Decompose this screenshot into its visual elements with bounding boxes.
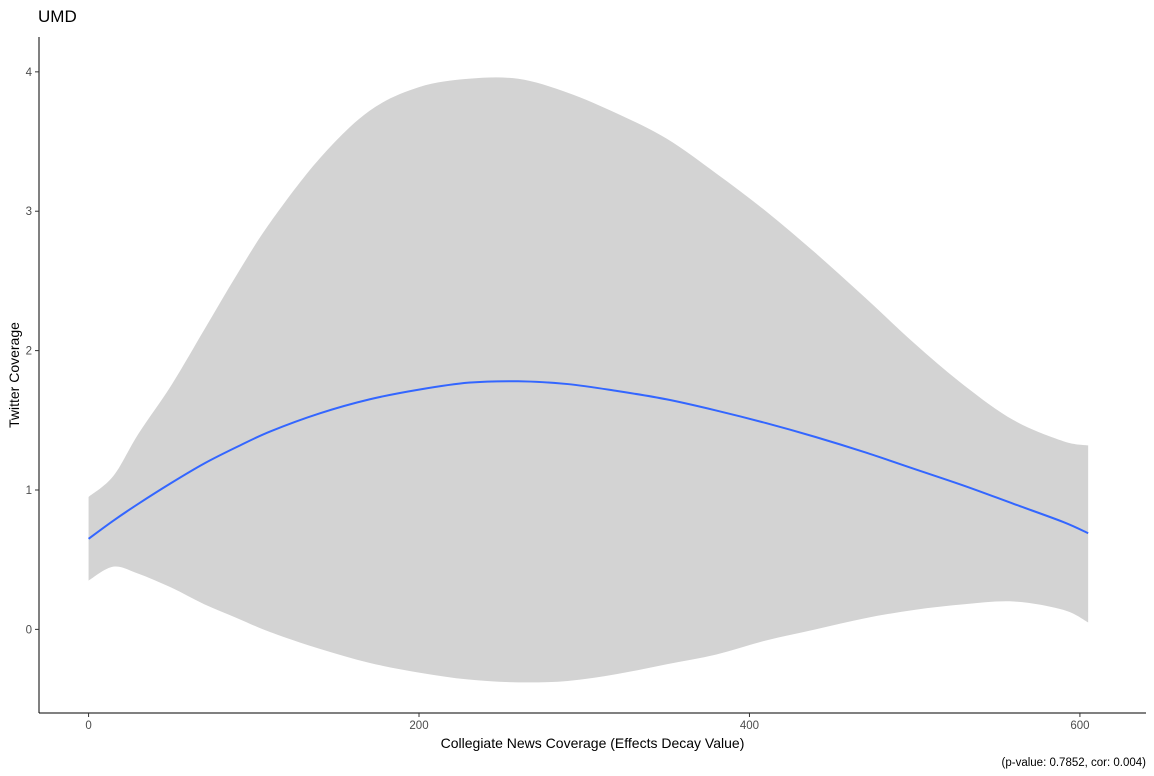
y-tick-label: 2 — [26, 346, 32, 358]
x-axis-title: Collegiate News Coverage (Effects Decay … — [441, 735, 745, 751]
x-tick-label: 200 — [409, 720, 428, 732]
x-tick-label: 0 — [85, 720, 91, 732]
chart-caption: (p-value: 0.7852, cor: 0.004) — [1002, 757, 1147, 769]
tick-layer: 0 200 400 600 0 1 2 3 4 — [26, 67, 1090, 732]
chart-title: UMD — [38, 7, 77, 26]
y-tick-label: 0 — [26, 624, 32, 636]
x-tick-label: 600 — [1070, 720, 1089, 732]
confidence-band-layer — [88, 77, 1089, 683]
trend-line-layer — [87, 380, 1089, 540]
axes-layer — [38, 37, 1146, 714]
confidence-band — [88, 77, 1089, 683]
y-tick-label: 4 — [26, 67, 33, 79]
trend-line — [87, 380, 1089, 540]
y-tick-label: 3 — [26, 206, 32, 218]
x-tick-label: 400 — [740, 720, 759, 732]
y-axis-title: Twitter Coverage — [6, 322, 22, 428]
y-tick-label: 1 — [26, 485, 32, 497]
